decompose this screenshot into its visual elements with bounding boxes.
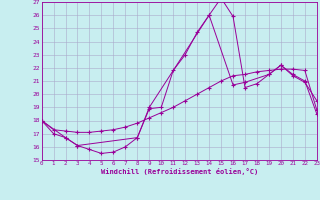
X-axis label: Windchill (Refroidissement éolien,°C): Windchill (Refroidissement éolien,°C) <box>100 168 258 175</box>
